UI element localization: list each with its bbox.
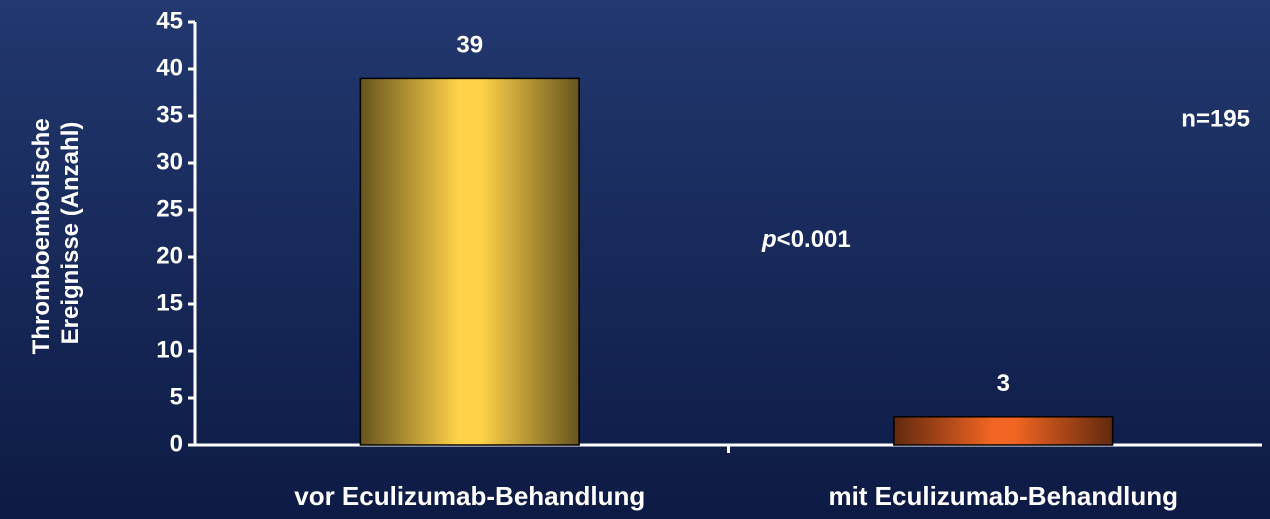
y-tick-label: 40 — [156, 54, 183, 81]
y-tick-label: 0 — [170, 430, 183, 457]
y-tick-label: 5 — [170, 383, 183, 410]
annotation-part: <0.001 — [777, 226, 851, 253]
y-tick-label: 45 — [156, 7, 183, 34]
value-label: 3 — [997, 370, 1010, 397]
annotation: p<0.001 — [761, 226, 851, 253]
x-tick-label: mit Eculizumab-Behandlung — [828, 481, 1178, 511]
y-tick-label: 25 — [156, 195, 183, 222]
value-label: 39 — [456, 32, 483, 59]
annotation: n=195 — [1181, 105, 1250, 132]
y-tick-label: 10 — [156, 336, 183, 363]
y-tick-label: 35 — [156, 101, 183, 128]
y-axis-label-line: Thromboembolische — [28, 118, 55, 354]
annotation-part: p — [761, 226, 777, 253]
y-axis-label: Thromboembolische Ereignisse (Anzahl) — [28, 112, 84, 355]
bar-shade — [359, 77, 580, 446]
y-tick-label: 20 — [156, 242, 183, 269]
x-tick-label: vor Eculizumab-Behandlung — [294, 481, 645, 511]
y-tick-label: 15 — [156, 289, 183, 316]
y-axis-label-line: Ereignisse (Anzahl) — [57, 122, 84, 345]
y-tick-label: 30 — [156, 148, 183, 175]
bar-shade — [893, 416, 1114, 446]
